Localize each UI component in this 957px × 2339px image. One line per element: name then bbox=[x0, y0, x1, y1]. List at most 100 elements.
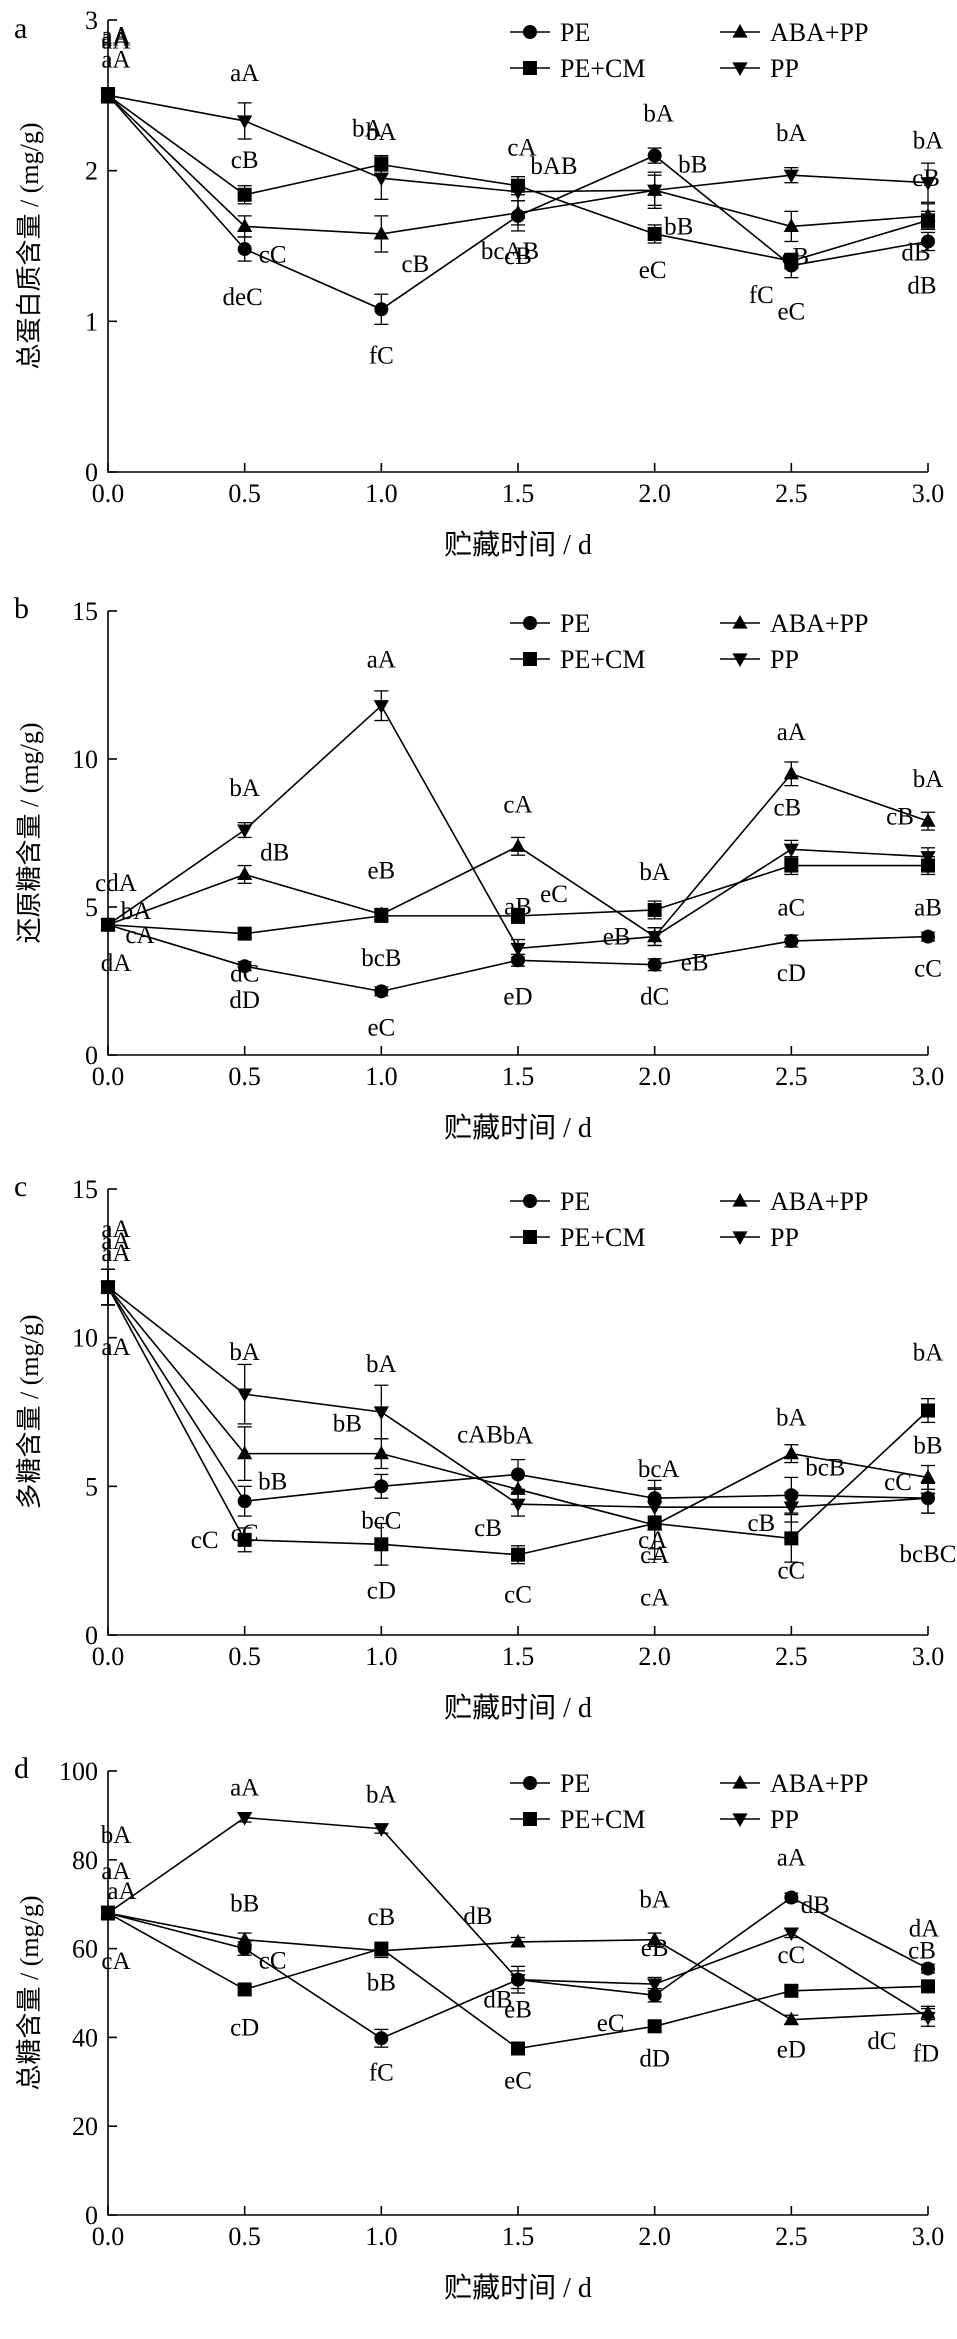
x-tick-label: 2.0 bbox=[638, 479, 671, 508]
legend-label: PP bbox=[770, 1805, 799, 1834]
x-tick-label: 1.5 bbox=[502, 479, 535, 508]
x-tick-label: 2.0 bbox=[638, 2222, 671, 2251]
legend-label: PE+CM bbox=[560, 1223, 645, 1252]
significance-label: aA bbox=[101, 1216, 130, 1243]
significance-label: dB bbox=[483, 1987, 512, 2014]
significance-label: aA bbox=[101, 1858, 130, 1885]
significance-label: cA bbox=[503, 791, 532, 818]
panel-label: a bbox=[14, 12, 27, 45]
data-point bbox=[783, 843, 799, 858]
y-tick-label: 60 bbox=[72, 1935, 98, 1964]
significance-label: aA bbox=[230, 1775, 259, 1802]
significance-label: cB bbox=[231, 147, 259, 174]
legend-marker bbox=[732, 1193, 748, 1207]
significance-label: cAB bbox=[457, 1421, 503, 1448]
significance-label: bcA bbox=[638, 1456, 680, 1483]
significance-label: bcAB bbox=[481, 238, 539, 265]
data-point bbox=[920, 1492, 936, 1507]
significance-label: cB bbox=[886, 804, 914, 831]
significance-label: bB bbox=[678, 151, 707, 178]
y-tick-label: 100 bbox=[59, 1757, 98, 1786]
data-point bbox=[921, 1979, 935, 1994]
data-point bbox=[374, 1941, 389, 1956]
data-point bbox=[237, 1532, 252, 1547]
significance-label: deC bbox=[223, 284, 263, 311]
legend-marker bbox=[523, 1230, 537, 1244]
legend-marker bbox=[732, 62, 748, 76]
panel-a-chart: a 0 1 2 3 0.0 0.5 1.0 1.5 2.0 2.5 3.0 总蛋白质含量 / (mg/g… bbox=[14, 6, 944, 561]
x-tick-label: 0.5 bbox=[228, 479, 261, 508]
significance-label: eB bbox=[641, 1935, 669, 1962]
data-point bbox=[237, 866, 253, 881]
significance-label: bB bbox=[258, 1469, 287, 1496]
significance-label: aB bbox=[504, 893, 532, 920]
significance-label: cC bbox=[504, 1582, 532, 1609]
significance-label: aA bbox=[107, 1878, 136, 1905]
data-point bbox=[511, 1547, 525, 1562]
significance-label: eB bbox=[681, 950, 709, 977]
significance-label: bB bbox=[367, 1970, 396, 1997]
data-point bbox=[237, 1445, 253, 1460]
significance-label: cA bbox=[125, 922, 154, 949]
y-tick-label: 5 bbox=[85, 1472, 98, 1501]
significance-label: bA bbox=[121, 898, 152, 925]
y-axis-label: 总糖含量 / (mg/g) bbox=[15, 1896, 44, 2091]
legend-marker bbox=[523, 616, 537, 630]
significance-label: aA bbox=[101, 27, 130, 54]
significance-label: eB bbox=[504, 1997, 532, 2024]
data-point bbox=[373, 700, 389, 714]
x-tick-label: 1.0 bbox=[365, 479, 398, 508]
data-point bbox=[237, 1982, 252, 1997]
significance-label: dD bbox=[229, 987, 260, 1014]
data-point bbox=[237, 115, 253, 129]
legend-label: ABA+PP bbox=[770, 1769, 868, 1798]
significance-label: aA bbox=[367, 647, 396, 674]
x-tick-label: 1.0 bbox=[365, 2222, 398, 2251]
data-point bbox=[374, 302, 389, 317]
data-point bbox=[374, 908, 389, 923]
x-tick-label: 0.5 bbox=[228, 2222, 261, 2251]
legend-label: PE bbox=[560, 609, 590, 638]
y-tick-label: 40 bbox=[72, 2023, 98, 2052]
significance-label: bcB bbox=[361, 945, 401, 972]
significance-label: cB bbox=[504, 243, 532, 270]
x-tick-label: 1.5 bbox=[502, 1642, 535, 1671]
significance-label: cD bbox=[230, 2014, 259, 2041]
data-point bbox=[510, 186, 526, 200]
x-tick-label: 3.0 bbox=[912, 1642, 945, 1671]
significance-label: dB bbox=[907, 272, 936, 299]
legend-label: PE bbox=[560, 1187, 590, 1216]
significance-label: dB bbox=[463, 1903, 492, 1930]
data-point bbox=[374, 2031, 389, 2046]
data-point bbox=[647, 1931, 663, 1946]
y-tick-label: 0 bbox=[85, 2201, 98, 2230]
data-point bbox=[647, 184, 663, 199]
x-axis-label: 贮藏时间 / d bbox=[444, 2272, 592, 2304]
significance-label: cC bbox=[914, 956, 942, 983]
significance-label: bA bbox=[366, 1782, 397, 1809]
significance-label: cA bbox=[640, 1585, 669, 1612]
significance-label: aA bbox=[101, 24, 130, 51]
significance-label: bA bbox=[776, 1405, 807, 1432]
significance-label: cC bbox=[259, 1948, 287, 1975]
data-point bbox=[920, 2011, 936, 2026]
data-point bbox=[920, 1469, 936, 1484]
data-point bbox=[921, 1403, 935, 1418]
significance-label: dA bbox=[909, 1916, 940, 1943]
data-point bbox=[783, 765, 799, 780]
significance-label: bcB bbox=[805, 1454, 845, 1481]
legend-marker bbox=[523, 25, 537, 39]
significance-label: bA bbox=[366, 119, 397, 146]
y-tick-label: 0 bbox=[85, 1621, 98, 1650]
legend-marker bbox=[732, 24, 748, 38]
data-point bbox=[783, 2011, 799, 2026]
significance-label: eD bbox=[777, 2037, 806, 2064]
legend-label: PP bbox=[770, 1223, 799, 1252]
y-tick-label: 1 bbox=[85, 307, 98, 336]
significance-label: aB bbox=[914, 895, 942, 922]
significance-label: aA bbox=[101, 1228, 130, 1255]
y-tick-label: 15 bbox=[72, 1175, 98, 1204]
x-tick-label: 3.0 bbox=[912, 1062, 945, 1091]
